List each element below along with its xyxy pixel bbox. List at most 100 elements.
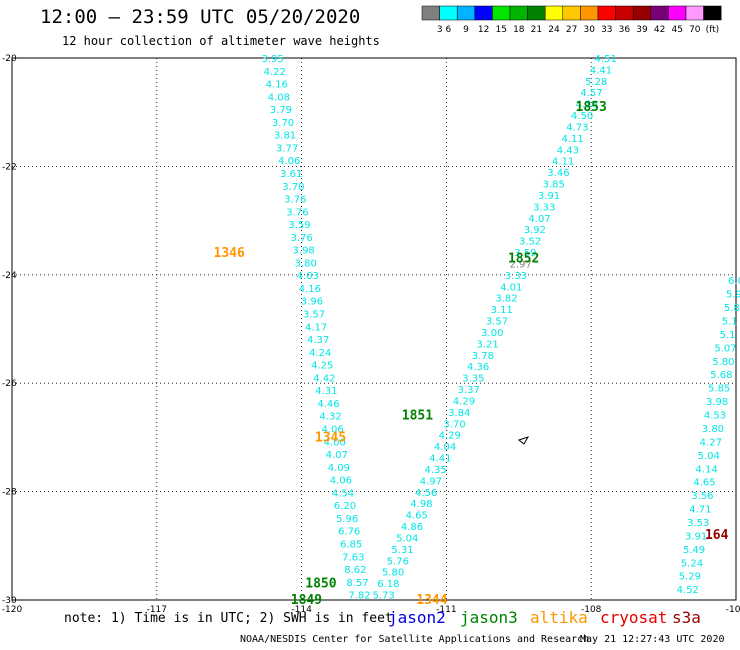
wave-height-value: 4.06	[330, 476, 352, 487]
scale-label: 39	[636, 25, 648, 35]
wave-height-value: 5.04	[698, 451, 720, 462]
wave-height-value: 4.06	[321, 424, 343, 435]
wave-height-value: 3.81	[274, 131, 296, 142]
footer-credit: NOAA/NESDIS Center for Satellite Applica…	[240, 634, 590, 645]
track-label: 1345	[315, 430, 346, 445]
scale-label: 18	[513, 25, 525, 35]
satellite-s3a: s3a	[672, 608, 701, 627]
wave-height-value: 4.32	[319, 412, 341, 423]
wave-height-value: 3.56	[691, 491, 713, 502]
wave-height-value: 3.37	[458, 385, 480, 396]
wave-height-value: 4.41	[590, 65, 612, 76]
wave-height-value: 3.57	[486, 317, 508, 328]
track-label: 1849	[291, 593, 322, 608]
y-tick-label: -22	[2, 162, 17, 172]
wave-height-value: 4.11	[552, 157, 574, 168]
wave-height-value: 3.70	[443, 419, 465, 430]
wave-height-value: 3.79	[270, 105, 292, 116]
scale-swatch	[703, 5, 722, 21]
track-label: 1346	[214, 246, 245, 261]
wave-height-value: 3.77	[276, 143, 298, 154]
wave-height-value: 5.04	[396, 533, 418, 544]
scale-label: 33	[601, 25, 612, 35]
wave-height-value: 4.16	[299, 284, 321, 295]
wave-height-value: 5.68	[710, 370, 732, 381]
wave-height-value: 4.51	[595, 54, 617, 65]
wave-height-value: 4.03	[297, 271, 319, 282]
wave-height-value: 4.00	[324, 437, 346, 448]
wave-height-value: 6.20	[334, 501, 356, 512]
satellite-jason2: jason2	[388, 608, 446, 627]
wave-height-value: 4.42	[313, 373, 335, 384]
wave-height-value: 5.85	[708, 384, 730, 395]
wave-height-value: 4.16	[266, 80, 288, 91]
wave-height-value: 6.0	[728, 276, 740, 287]
color-scale: 3 6 9 12 15 18 21 24 27 30 33 36 39 42 45 70 (ft)	[421, 5, 722, 35]
y-tick-label: -28	[2, 488, 17, 498]
wave-height-value: 3.82	[495, 294, 517, 305]
track-label: 1850	[305, 577, 336, 592]
wave-height-value: 8.57	[346, 578, 368, 589]
wave-height-value: 3.78	[472, 351, 494, 362]
wave-height-value: 6.85	[340, 539, 362, 550]
wave-height-value: 4.07	[528, 214, 550, 225]
wave-height-value: 3.98	[706, 397, 728, 408]
wave-height-value: 5.8	[724, 303, 740, 314]
wave-height-value: 3.52	[519, 237, 541, 248]
wave-height-value: 3.91	[538, 191, 560, 202]
y-tick-label: -24	[2, 271, 17, 281]
wave-height-value: 4.36	[576, 100, 598, 111]
wave-height-value: 3.76	[286, 207, 308, 218]
wave-height-value: 3.35	[462, 374, 484, 385]
wave-height-value: 3.80	[295, 258, 317, 269]
wave-height-value: 4.56	[415, 488, 437, 499]
wave-height-value: 5.49	[683, 545, 705, 556]
chart-title: 12:00 – 23:59 UTC 05/20/2020	[40, 6, 361, 28]
wave-height-value: 4.43	[557, 145, 579, 156]
wave-height-value: 5.96	[336, 514, 358, 525]
track-label: 1851	[402, 409, 433, 424]
wave-height-value: 5.76	[387, 556, 409, 567]
wave-height-value: 4.22	[264, 67, 286, 78]
island-outline	[517, 436, 530, 445]
wave-height-value: 3.76	[290, 233, 312, 244]
wave-height-value: 3.57	[303, 310, 325, 321]
wave-height-value: 4.08	[268, 92, 290, 103]
scale-label: 70	[689, 25, 701, 35]
wave-height-value: 4.98	[410, 499, 432, 510]
wave-height-value: 4.24	[309, 348, 331, 359]
x-tick-label: -120	[2, 605, 23, 615]
wave-height-value: 4.36	[467, 362, 489, 373]
y-tick-label: -26	[2, 379, 17, 389]
wave-height-value: 4.46	[317, 399, 339, 410]
wave-height-value: 3.84	[448, 408, 470, 419]
scale-label: 6	[446, 25, 452, 35]
wave-height-value: 4.01	[500, 282, 522, 293]
wave-height-value: 4.50	[571, 111, 593, 122]
wave-height-value: 3.59	[288, 220, 310, 231]
wave-height-value: 3.11	[491, 305, 513, 316]
wave-height-value: 4.17	[305, 322, 327, 333]
wave-height-value: 3.96	[301, 297, 323, 308]
wave-height-value: 4.71	[689, 505, 711, 516]
wave-height-value: 8.62	[344, 565, 366, 576]
wave-height-value: 5.29	[679, 572, 701, 583]
wave-height-value: 4.65	[693, 478, 715, 489]
wave-height-value: 7.82	[348, 591, 370, 602]
wave-height-value: 3.80	[702, 424, 724, 435]
wave-height-value: 5.80	[382, 568, 404, 579]
wave-height-value: 3.59	[514, 248, 536, 259]
scale-label: 27	[566, 25, 577, 35]
track-label: 1344	[416, 593, 447, 608]
wave-height-value: 3.21	[476, 339, 498, 350]
wave-height-value: 3.70	[272, 118, 294, 129]
wave-height-value: 4.53	[704, 411, 726, 422]
wave-height-value: 3.76	[284, 195, 306, 206]
wave-height-value: 5.24	[681, 558, 703, 569]
wave-height-value: 3.53	[687, 518, 709, 529]
scale-label: 9	[463, 25, 469, 35]
wave-height-value: 3.85	[543, 180, 565, 191]
track-label: 1852	[508, 252, 539, 267]
satellite-cryosat: cryosat	[600, 608, 668, 627]
